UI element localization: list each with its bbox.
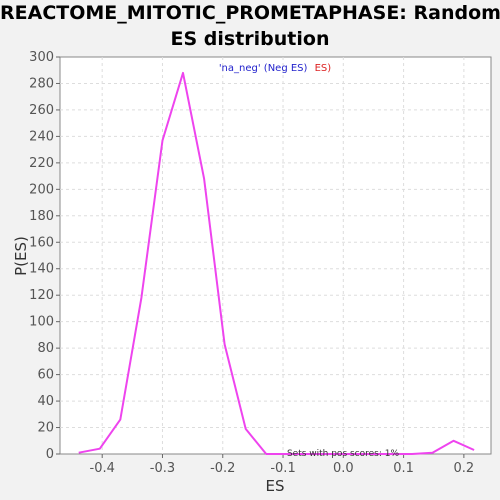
y-tick-label: 120 [29,288,54,303]
chart-title-line-1: REACTOME_MITOTIC_PROMETAPHASE: Random [0,2,500,24]
y-tick-label: 80 [37,341,54,356]
y-tick-label: 220 [29,156,54,171]
x-tick-label: -0.3 [150,461,175,476]
y-tick-label: 300 [29,50,54,65]
x-tick-label: -0.2 [210,461,235,476]
y-tick-label: 280 [29,76,54,91]
series-line [78,71,475,455]
y-tick-label: 240 [29,129,54,144]
chart-title: REACTOME_MITOTIC_PROMETAPHASE: Random ES… [0,0,500,52]
x-tick-label: -0.4 [90,461,115,476]
plot-area [59,56,492,455]
x-axis-label: ES [266,477,285,495]
y-tick-label: 200 [29,182,54,197]
x-tick-label: 0.1 [393,461,414,476]
x-tick-label: -0.1 [270,461,295,476]
grid [60,57,491,454]
y-tick-label: 40 [37,394,54,409]
y-tick-label: 180 [29,209,54,224]
x-tick-label: 0.0 [333,461,354,476]
legend: 'na_neg' (Neg ES) ES) [219,63,331,74]
y-tick-label: 260 [29,103,54,118]
y-tick-label: 140 [29,262,54,277]
legend-entry-neg-es: 'na_neg' (Neg ES) [219,63,308,74]
chart-title-line-2: ES distribution [170,28,330,50]
series-layer [78,71,475,455]
axes: 0 20 40 60 80 100 120 140 160 180 200 220 240 260 280 3… [29,50,474,476]
y-axis-label: P(ES) [12,236,30,276]
y-tick-label: 160 [29,235,54,250]
pos-scores-annotation: Sets with pos scores: 1% [287,449,400,459]
y-tick-label: 100 [29,315,54,330]
legend-entry-es: ES) [315,63,332,74]
y-tick-label: 0 [46,447,54,462]
x-tick-label: 0.2 [454,461,475,476]
y-tick-label: 60 [37,368,54,383]
y-tick-label: 20 [37,421,54,436]
